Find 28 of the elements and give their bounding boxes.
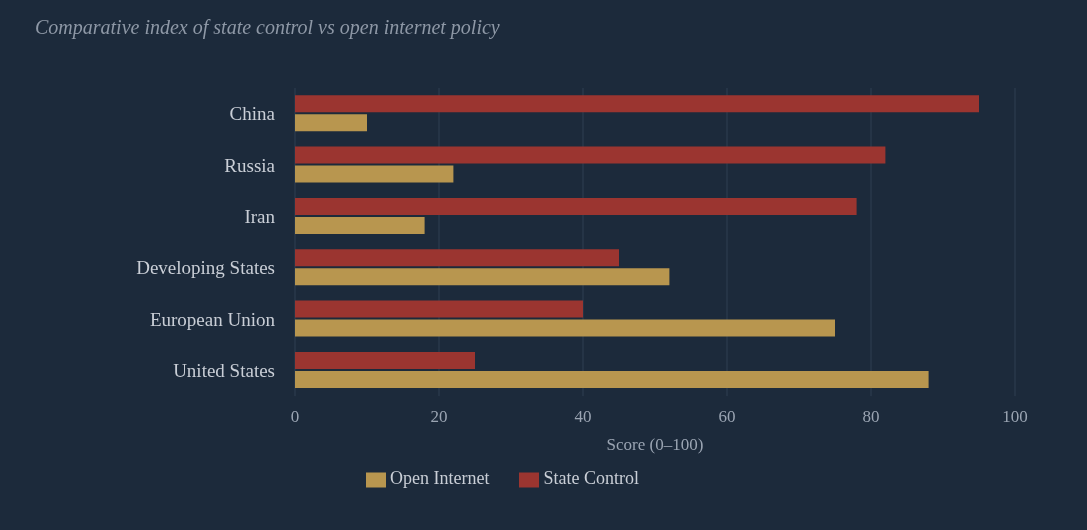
bar (295, 216, 425, 234)
bar (295, 165, 454, 183)
bar (295, 370, 929, 388)
x-tick-label: 60 (718, 407, 736, 427)
bar (295, 351, 475, 369)
bar (295, 146, 886, 164)
x-tick-label: 40 (574, 407, 592, 427)
x-tick-label: 0 (290, 407, 300, 427)
x-tick-label: 80 (862, 407, 880, 427)
bar (295, 114, 367, 132)
chart-title: Comparative index of state control vs open internet policy (35, 16, 500, 39)
bar (295, 249, 619, 267)
legend-label: State Control (543, 468, 639, 489)
bar (295, 268, 670, 286)
y-tick-label: China (229, 103, 276, 125)
bar (295, 319, 835, 337)
bar (295, 197, 857, 215)
x-axis-title: Score (0–100) (606, 435, 704, 455)
y-tick-label: Developing States (136, 257, 275, 279)
y-tick-label: Russia (224, 154, 276, 176)
legend-label: Open Internet (390, 468, 490, 489)
y-tick-label: Iran (244, 206, 276, 228)
x-tick-label: 20 (430, 407, 448, 427)
y-tick-label: European Union (149, 308, 276, 330)
x-tick-label: 100 (1002, 407, 1028, 427)
y-tick-label: United States (173, 360, 275, 382)
bar (295, 95, 979, 113)
bar (295, 300, 583, 318)
